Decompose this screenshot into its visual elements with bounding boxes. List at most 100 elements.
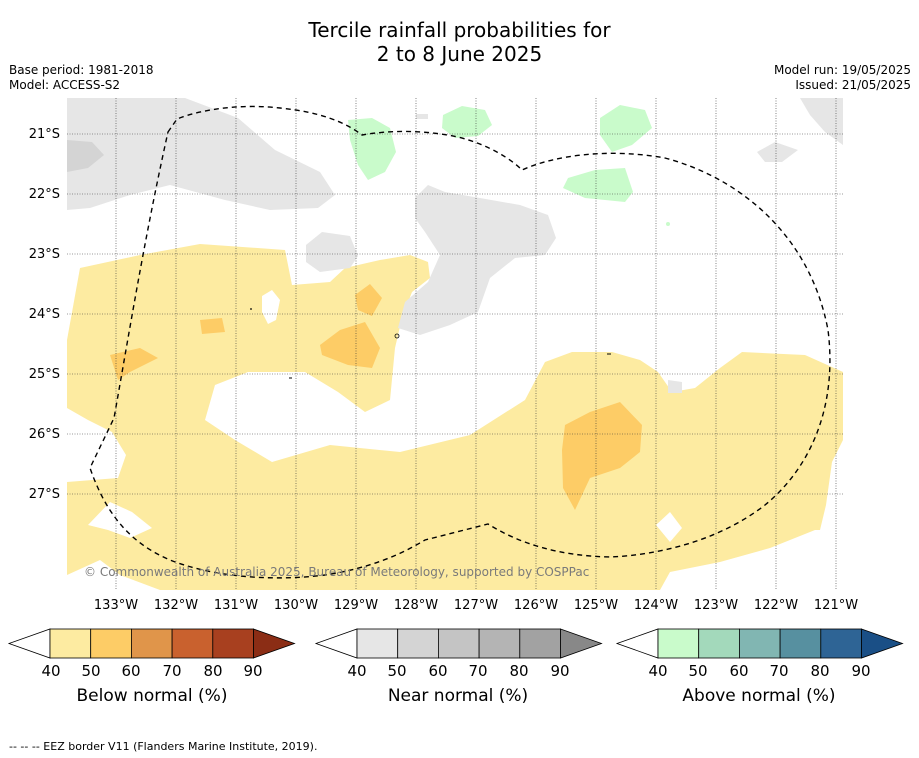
colorbar-tick: 80 (810, 662, 830, 680)
colorbar-tick: 70 (769, 662, 789, 680)
colorbar-above (615, 628, 904, 659)
colorbar-tick: 90 (851, 662, 871, 680)
lon-label: 126°W (513, 598, 559, 613)
colorbar-near-title: Near normal (%) (387, 686, 529, 706)
lon-label: 129°W (333, 598, 379, 613)
model-name: Model: ACCESS-S2 (9, 78, 121, 92)
eez-footnote: -- -- -- EEZ border V11 (Flanders Marine… (9, 740, 318, 753)
colorbar-segment (130, 628, 173, 659)
colorbar-tick: 60 (121, 662, 141, 680)
colorbar-tick: 50 (688, 662, 708, 680)
below-normal-40-region (67, 244, 843, 590)
island-marker (394, 333, 400, 339)
colorbar-extend-high (560, 628, 603, 659)
colorbar-below-title: Below normal (%) (76, 686, 228, 706)
colorbar-tick: 50 (81, 662, 101, 680)
above-normal-40-region (600, 105, 652, 152)
colorbar-segment (171, 628, 214, 659)
title-line-2: 2 to 8 June 2025 (376, 42, 543, 66)
copyright-notice: © Commonwealth of Australia 2025, Bureau… (84, 565, 590, 579)
colorbar-segment (820, 628, 862, 659)
colorbar-extend-low (314, 628, 358, 659)
above-normal-40-region (348, 118, 396, 180)
colorbar-segment (356, 628, 399, 659)
colorbar-tick: 40 (41, 662, 61, 680)
lon-label: 121°W (813, 598, 859, 613)
lon-label: 125°W (573, 598, 619, 613)
colorbar-segment (779, 628, 822, 659)
colorbar-near (314, 628, 603, 659)
colorbar-extend-high (253, 628, 296, 659)
lat-label: 25°S (28, 367, 60, 382)
colorbar-extend-low (7, 628, 51, 659)
colorbar-tick: 80 (509, 662, 529, 680)
lon-label: 132°W (153, 598, 199, 613)
below-normal-50-region (562, 402, 642, 510)
above-normal-40-region (666, 222, 670, 226)
near-normal-40-region (306, 232, 358, 272)
above-normal-40-region (563, 168, 633, 202)
lon-label: 128°W (393, 598, 439, 613)
no-signal-region (656, 512, 682, 542)
colorbar-tick: 40 (347, 662, 367, 680)
colorbar-segment (90, 628, 132, 659)
colorbar-extend-high (861, 628, 904, 659)
lon-label: 123°W (693, 598, 739, 613)
lat-label: 27°S (28, 487, 60, 502)
no-signal-region (660, 530, 843, 590)
issued-date: Issued: 21/05/2025 (795, 78, 911, 92)
near-normal-40-region (398, 185, 556, 335)
below-normal-50-region (320, 322, 380, 368)
near-normal-40-region (800, 98, 843, 145)
near-normal-40-region (416, 114, 428, 119)
colorbar-tick: 70 (162, 662, 182, 680)
colorbar-segment (212, 628, 254, 659)
colorbar-tick: 40 (648, 662, 668, 680)
colorbar-segment (698, 628, 740, 659)
near-normal-50-region (67, 140, 104, 172)
lon-label: 131°W (213, 598, 259, 613)
colorbar-extend-low (615, 628, 659, 659)
model-run-date: Model run: 19/05/2025 (773, 63, 911, 77)
lat-label: 26°S (28, 427, 60, 442)
run-info: Model run: 19/05/2025 Issued: 21/05/2025 (774, 63, 911, 93)
lat-label: 23°S (28, 247, 60, 262)
colorbar-tick: 90 (550, 662, 570, 680)
colorbar-tick: 50 (387, 662, 407, 680)
colorbar-segment (657, 628, 700, 659)
title-line-1: Tercile rainfall probabilities for (308, 18, 611, 42)
colorbar-segment (739, 628, 781, 659)
lat-label: 22°S (28, 187, 60, 202)
colorbar-tick: 60 (428, 662, 448, 680)
lat-label: 21°S (28, 127, 60, 142)
latitude-gridlines (67, 133, 843, 495)
colorbar-segment (519, 628, 561, 659)
colorbar-segment (49, 628, 92, 659)
below-normal-50-region (355, 284, 382, 316)
colorbar-tick: 70 (468, 662, 488, 680)
colorbar-segment (478, 628, 521, 659)
no-signal-region (88, 502, 152, 538)
lon-label: 133°W (93, 598, 139, 613)
colorbar-segment (437, 628, 480, 659)
base-period: Base period: 1981-2018 (9, 63, 154, 77)
below-normal-50-region (200, 318, 225, 334)
near-normal-40-region (757, 142, 798, 162)
near-normal-40-region (668, 380, 682, 393)
eez-border (89, 105, 831, 579)
lon-label: 130°W (273, 598, 319, 613)
colorbar-above-title: Above normal (%) (682, 686, 836, 706)
lon-label: 124°W (633, 598, 679, 613)
island-marker (250, 308, 252, 310)
model-info: Base period: 1981-2018 Model: ACCESS-S2 (9, 63, 154, 93)
lon-label: 127°W (453, 598, 499, 613)
near-normal-40-region (67, 98, 335, 210)
colorbar-tick: 80 (203, 662, 223, 680)
longitude-gridlines (115, 98, 837, 590)
colorbar-tick: 60 (729, 662, 749, 680)
no-signal-region (67, 560, 160, 590)
colorbar-below (7, 628, 296, 659)
colorbar-segment (397, 628, 439, 659)
